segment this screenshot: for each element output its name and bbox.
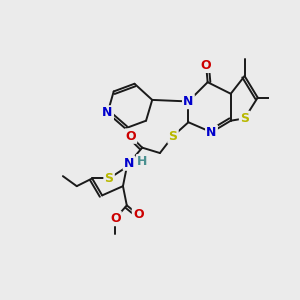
Text: N: N — [206, 126, 217, 139]
Text: O: O — [110, 212, 121, 225]
Text: S: S — [105, 172, 114, 185]
Text: N: N — [102, 106, 113, 119]
Text: O: O — [201, 59, 212, 72]
Text: S: S — [169, 130, 178, 142]
Text: H: H — [137, 155, 147, 168]
Text: O: O — [133, 208, 144, 221]
Text: S: S — [240, 112, 249, 125]
Text: O: O — [125, 130, 136, 142]
Text: N: N — [183, 95, 194, 108]
Text: N: N — [124, 157, 134, 169]
